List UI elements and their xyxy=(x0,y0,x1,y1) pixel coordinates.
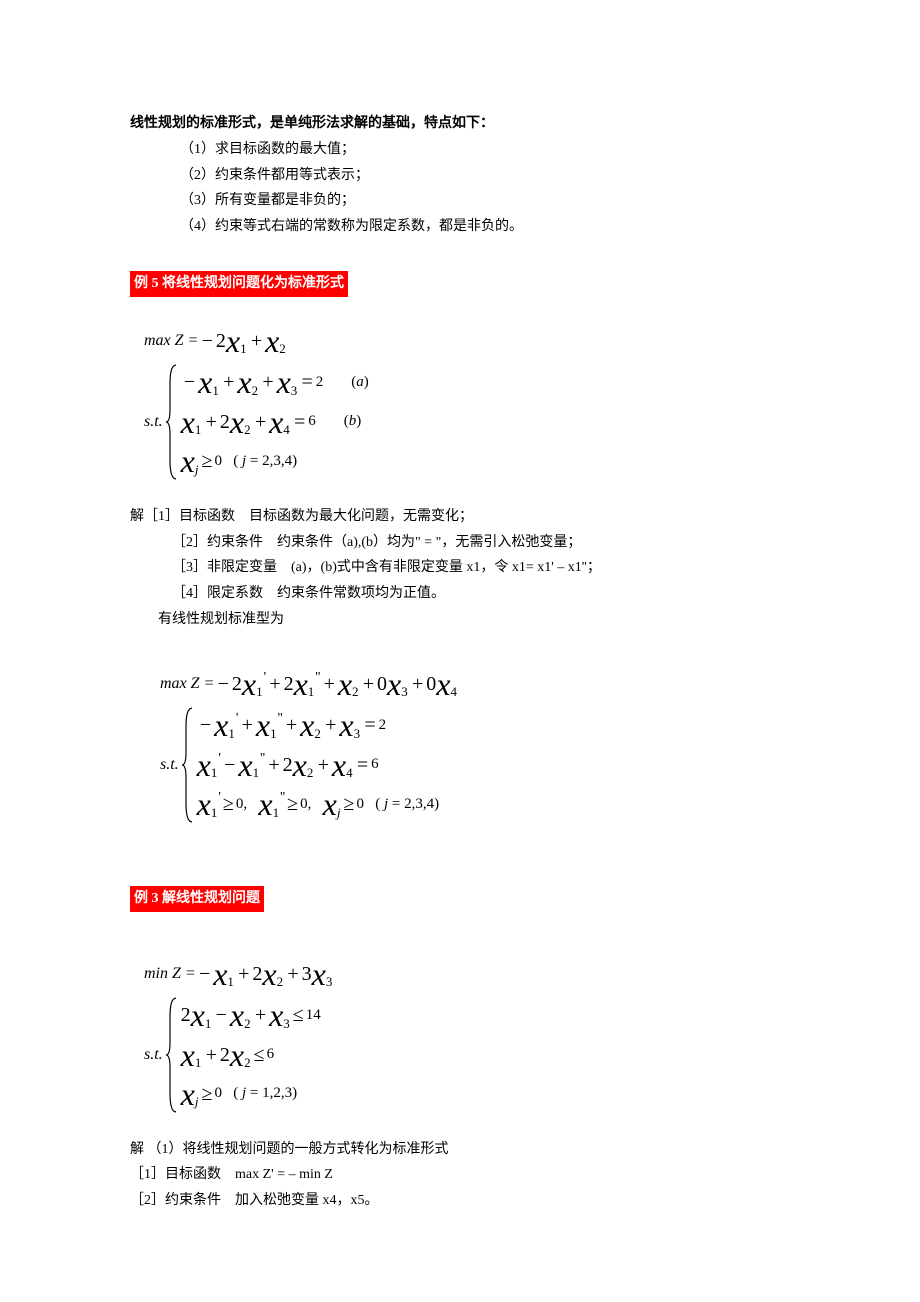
intro-point-1: （1）求目标函数的最大值； xyxy=(180,138,790,162)
st-label: s.t. xyxy=(144,363,165,481)
intro-point-2: （2）约束条件都用等式表示； xyxy=(180,164,790,188)
example5-math-original: max Z = − 2x1 + x2 s.t. − x1 + x2 + x3 xyxy=(144,325,790,481)
intro-point-3: （3）所有变量都是非负的； xyxy=(180,189,790,213)
intro-point-4: （4）约束等式右端的常数称为限定系数，都是非负的。 xyxy=(180,215,790,239)
sol5-line1: 解［1］目标函数 目标函数为最大化问题，无需变化； xyxy=(130,505,790,529)
sol5-line5: 有线性规划标准型为 xyxy=(130,608,790,632)
sol3-line3: ［2］约束条件 加入松弛变量 x4，x5。 xyxy=(130,1189,790,1213)
example3-solution: 解 （1）将线性规划问题的一般方式转化为标准形式 ［1］目标函数 max Z' … xyxy=(130,1138,790,1213)
example3-label: 例 3 解线性规划问题 xyxy=(130,886,264,912)
intro-points: （1）求目标函数的最大值； （2）约束条件都用等式表示； （3）所有变量都是非负… xyxy=(130,138,790,239)
example5-label: 例 5 将线性规划问题化为标准形式 xyxy=(130,271,348,297)
obj-prefix: max Z = xyxy=(144,333,198,349)
obj3-prefix: min Z = xyxy=(144,966,196,982)
left-brace-icon xyxy=(165,363,179,481)
left-brace-icon xyxy=(165,996,179,1114)
sol3-line2: ［1］目标函数 max Z' = – min Z xyxy=(130,1163,790,1187)
sol5-line4: ［4］限定系数 约束条件常数项均为正值。 xyxy=(130,582,790,606)
example5-solution: 解［1］目标函数 目标函数为最大化问题，无需变化； ［2］约束条件 约束条件（a… xyxy=(130,505,790,632)
left-brace-icon xyxy=(181,706,195,824)
sol3-line1: 解 （1）将线性规划问题的一般方式转化为标准形式 xyxy=(130,1138,790,1162)
example3-math: min Z = − x1 + 2x2 + 3x3 s.t. 2x1 − x2 + xyxy=(144,958,790,1114)
example5-math-standard: max Z = − 2x1' + 2x1'' + x2 + 0x3 + 0x4 … xyxy=(160,668,790,824)
sol5-line3: ［3］非限定变量 (a)，(b)式中含有非限定变量 x1，令 x1= x1' –… xyxy=(130,556,790,580)
sol5-line2: ［2］约束条件 约束条件（a),(b）均为" = "，无需引入松弛变量； xyxy=(130,531,790,555)
intro-heading: 线性规划的标准形式，是单纯形法求解的基础，特点如下： xyxy=(130,112,790,136)
